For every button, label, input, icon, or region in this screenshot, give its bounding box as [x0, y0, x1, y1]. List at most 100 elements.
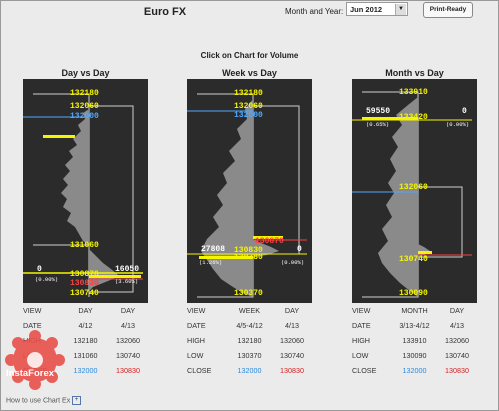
help-link[interactable]: How to use Chart Ex +	[6, 396, 82, 405]
right-volume: 16050	[115, 265, 140, 274]
instaforex-logo-text: InstaForex	[6, 368, 55, 379]
chart-instruction: Click on Chart for Volume	[200, 51, 299, 60]
cell: 133910	[402, 336, 427, 345]
panel-title-day-vs-day: Day vs Day	[61, 68, 110, 78]
cell: 132180	[237, 336, 262, 345]
chart-week-vs-day[interactable]: 132180 132060 132000 130870 27808 130830…	[187, 79, 312, 303]
price-label-pair2: 130830	[70, 279, 99, 288]
cell: 131060	[73, 351, 98, 360]
row-label: LOW	[187, 351, 204, 360]
month-year-label: Month and Year:	[285, 7, 344, 16]
chevron-down-icon[interactable]: ▼	[395, 4, 406, 15]
table-row: DATE 4/12 4/13	[23, 318, 148, 333]
table-header: DAY	[120, 306, 136, 315]
cell: 4/12	[78, 321, 93, 330]
price-label-second: 133420	[399, 113, 428, 122]
table-header: VIEW	[187, 306, 206, 315]
expand-plus-icon[interactable]: +	[72, 396, 82, 405]
table-header-row: VIEW WEEK DAY	[187, 303, 312, 318]
table-header: DAY	[78, 306, 93, 315]
table-row: CLOSE 132000 130830	[187, 363, 312, 378]
chart-month-vs-day[interactable]: 133910 59550 0 133420 (0.65%) (0.00%) 13…	[352, 79, 477, 303]
table-header: WEEK	[238, 306, 261, 315]
cell: 130830	[116, 366, 140, 375]
cell: 132060	[445, 336, 469, 345]
profile-chart-svg	[352, 91, 472, 298]
cell: 3/13-4/12	[399, 321, 430, 330]
cell: 132180	[73, 336, 98, 345]
price-label-second: 132060	[70, 102, 99, 111]
cell: 4/13	[450, 321, 464, 330]
cell: 132060	[116, 336, 140, 345]
price-label-low: 130740	[399, 255, 428, 264]
month-year-select[interactable]: Jun 2012 ▼	[346, 2, 408, 16]
cell: 130740	[280, 351, 304, 360]
row-label: DATE	[352, 321, 371, 330]
price-label-high: 132180	[70, 89, 99, 98]
table-row: DATE 3/13-4/12 4/13	[352, 318, 477, 333]
table-header: VIEW	[23, 306, 42, 315]
cell: 130090	[402, 351, 427, 360]
profile-chart-svg	[187, 93, 307, 298]
left-volume-pct: (0.00%)	[35, 276, 59, 283]
table-header: MONTH	[401, 306, 428, 315]
table-row: LOW 130370 130740	[187, 348, 312, 363]
left-volume: 59550	[366, 107, 391, 116]
instaforex-logo-icon	[5, 330, 65, 390]
price-label-mid-a: 130870	[255, 237, 284, 246]
cell: 4/13	[285, 321, 299, 330]
stats-table-month-vs-day: VIEW MONTH DAY DATE 3/13-4/12 4/13 HIGH 133…	[352, 303, 477, 378]
row-label: DATE	[23, 321, 42, 330]
price-label-bottom: 130740	[70, 289, 99, 298]
price-label-bottom: 130370	[234, 289, 263, 298]
cell: 132000	[73, 366, 98, 375]
cell: 4/5-4/12	[236, 321, 263, 330]
left-volume-pct: (0.65%)	[366, 121, 390, 128]
price-label-second: 132060	[234, 102, 263, 111]
cell: 130740	[116, 351, 140, 360]
right-volume-pct: (0.00%)	[446, 121, 470, 128]
help-link-text: How to use Chart Ex	[6, 397, 71, 405]
cell: 130830	[445, 366, 469, 375]
row-label: LOW	[352, 351, 369, 360]
table-row: LOW 130090 130740	[352, 348, 477, 363]
chart-day-vs-day[interactable]: 132180 132060 132000 131060 0 (0.00%) 16…	[23, 79, 148, 303]
table-row: DATE 4/5-4/12 4/13	[187, 318, 312, 333]
left-volume-pct: (1.26%)	[199, 259, 223, 266]
price-label-high: 132180	[234, 89, 263, 98]
price-label-close: 132000	[234, 111, 263, 120]
stats-table-week-vs-day: VIEW WEEK DAY DATE 4/5-4/12 4/13 HIGH 13218…	[187, 303, 312, 378]
cell: 130830	[280, 366, 304, 375]
right-volume-pct: (3.60%)	[115, 278, 139, 285]
profile-chart-svg	[23, 93, 143, 297]
print-ready-button[interactable]: Print-Ready	[423, 2, 473, 18]
cell: 130370	[237, 351, 262, 360]
table-header: VIEW	[352, 306, 371, 315]
page-title: Euro FX	[143, 6, 187, 18]
table-row: HIGH 132180 132060	[187, 333, 312, 348]
row-label: CLOSE	[352, 366, 377, 375]
right-volume-pct: (0.00%)	[281, 259, 305, 266]
cell: 132000	[237, 366, 262, 375]
panel-title-week-vs-day: Week vs Day	[222, 68, 277, 78]
price-label-high: 133910	[399, 88, 428, 97]
cell: 132060	[280, 336, 304, 345]
table-row: CLOSE 132000 130830	[352, 363, 477, 378]
panel-title-month-vs-day: Month vs Day	[385, 68, 444, 78]
table-header: DAY	[284, 306, 300, 315]
cell: 132000	[402, 366, 427, 375]
price-label-mid: 132060	[399, 183, 428, 192]
left-volume: 27808	[201, 245, 226, 254]
row-label: DATE	[187, 321, 206, 330]
table-header-row: VIEW MONTH DAY	[352, 303, 477, 318]
month-year-value: Jun 2012	[350, 5, 383, 14]
price-label-mid-b: 130830	[234, 246, 263, 255]
price-label-close: 132000	[70, 112, 99, 121]
price-label-bottom: 130090	[399, 289, 428, 298]
right-volume: 0	[462, 107, 467, 116]
price-label-mid-c: 130780	[234, 253, 263, 262]
cell: 130740	[445, 351, 469, 360]
price-label-low: 131060	[70, 241, 99, 250]
row-label: CLOSE	[187, 366, 212, 375]
price-label-pair1: 130870	[70, 270, 99, 279]
